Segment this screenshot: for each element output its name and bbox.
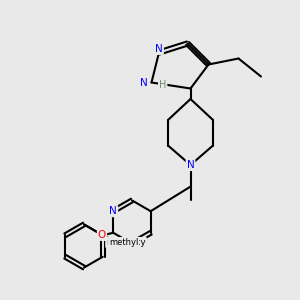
Text: methoxy: methoxy (106, 238, 146, 247)
Text: N: N (140, 77, 148, 88)
Text: N: N (128, 238, 136, 249)
Text: methyl: methyl (109, 238, 138, 247)
Text: N: N (110, 206, 117, 216)
Text: O: O (98, 230, 106, 240)
Text: N: N (155, 44, 163, 54)
Text: H: H (159, 80, 166, 90)
Text: N: N (187, 160, 194, 170)
